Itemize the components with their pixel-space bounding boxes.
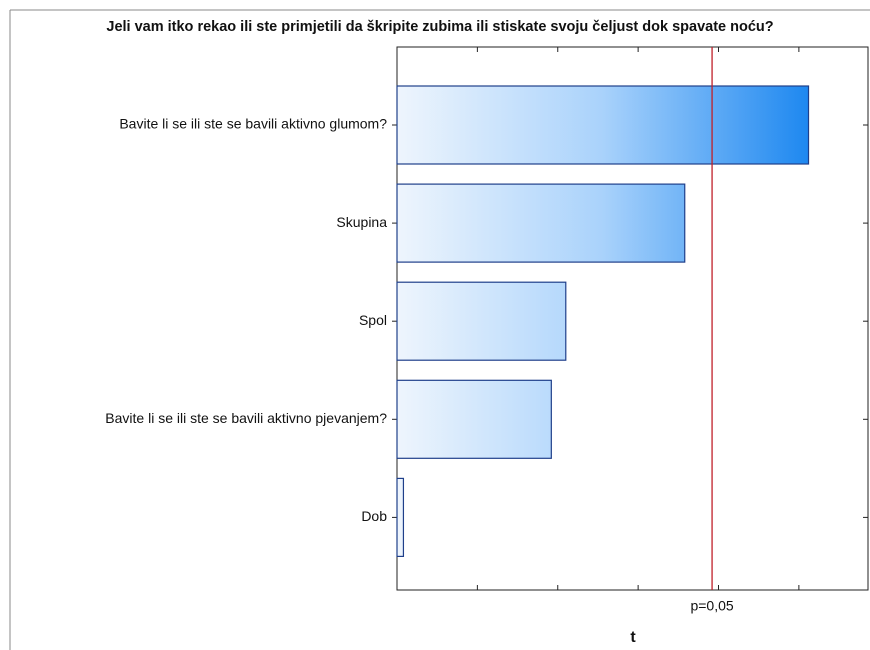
x-axis-label: t [630, 629, 636, 646]
bar [396, 281, 567, 361]
reference-label: p=0,05 [690, 598, 733, 614]
y-tick-label: Dob [361, 508, 387, 524]
y-tick-label: Spol [359, 312, 387, 328]
bar [396, 85, 810, 165]
y-tick-label: Bavite li se ili ste se bavili aktivno p… [105, 410, 387, 426]
chart-title: Jeli vam itko rekao ili ste primjetili d… [106, 19, 773, 35]
bar [396, 477, 405, 557]
bar [396, 379, 552, 459]
y-tick-label: Bavite li se ili ste se bavili aktivno g… [119, 116, 387, 132]
bar [396, 183, 686, 263]
y-tick-label: Skupina [336, 214, 387, 230]
